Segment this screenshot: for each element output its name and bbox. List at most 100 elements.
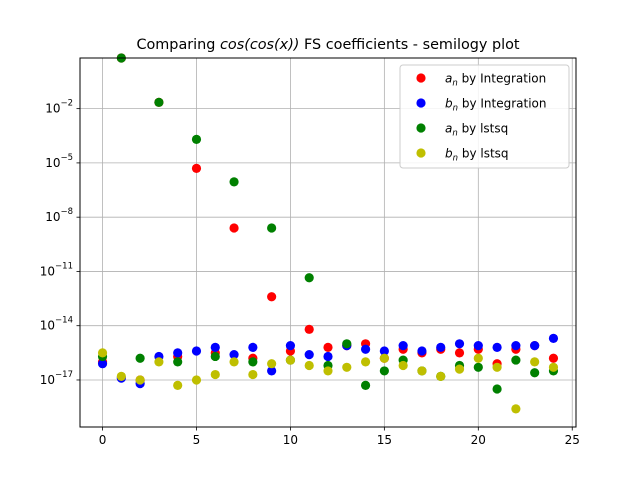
y-tick-label-exponent: −8: [60, 207, 73, 217]
legend-label-text: by Integration: [458, 97, 546, 111]
data-point: [191, 375, 202, 385]
y-tick-label-exponent: −14: [55, 316, 73, 326]
data-point: [135, 375, 145, 385]
data-point: [360, 357, 371, 367]
data-point: [342, 339, 352, 349]
legend-label-text: by lstsq: [458, 147, 509, 161]
data-point: [492, 362, 502, 372]
legend-label-math: a: [445, 72, 452, 86]
data-point: [548, 333, 559, 343]
data-point: [323, 342, 333, 353]
y-tick-label-exponent: −11: [55, 261, 73, 271]
y-tick-label-exponent: −17: [55, 370, 73, 380]
data-point: [191, 134, 202, 144]
data-point: [436, 371, 446, 381]
data-point: [454, 348, 465, 358]
data-point: [173, 348, 183, 358]
y-tick-label: 10−11: [40, 261, 73, 278]
legend-label-text: by Integration: [458, 72, 546, 86]
legend-label: bn by Integration: [445, 97, 547, 114]
data-point: [398, 341, 408, 351]
chart-title: Comparing cos(cos(x)) FS coefficients - …: [136, 37, 519, 53]
data-point: [360, 380, 371, 390]
data-point: [229, 223, 239, 233]
data-point: [511, 355, 521, 365]
data-point: [323, 366, 333, 376]
data-point: [454, 339, 465, 349]
data-points: [97, 53, 559, 414]
data-point: [267, 223, 277, 233]
data-point: [360, 344, 371, 354]
data-point: [511, 341, 521, 351]
data-point: [379, 346, 389, 356]
data-point: [97, 359, 108, 369]
data-point: [135, 353, 145, 363]
data-point: [285, 355, 296, 365]
data-point: [210, 351, 220, 362]
legend-label-subscript: n: [453, 104, 458, 114]
legend-label: bn by lstsq: [445, 147, 509, 164]
y-tick-label-base: 10: [45, 210, 60, 224]
legend-marker: [416, 148, 426, 158]
data-point: [323, 351, 333, 362]
y-tick-label-exponent: −5: [60, 153, 73, 163]
data-point: [417, 366, 427, 376]
data-point: [248, 342, 258, 353]
data-point: [229, 177, 239, 187]
data-point: [285, 341, 296, 351]
data-point: [210, 369, 220, 380]
data-point: [229, 357, 239, 367]
axes-frame: [79, 57, 577, 428]
data-point: [116, 371, 126, 381]
data-point: [267, 359, 277, 369]
legend-entry: bn by Integration: [416, 97, 547, 114]
data-point: [97, 348, 108, 358]
y-tick-label: 10−8: [45, 207, 73, 224]
legend-label: an by Integration: [445, 72, 546, 89]
data-point: [304, 360, 314, 371]
legend-marker: [416, 98, 426, 108]
data-point: [417, 346, 427, 356]
x-tick-label: 25: [565, 433, 580, 447]
legend-entry: bn by lstsq: [416, 147, 509, 164]
y-tick-label: 10−5: [45, 153, 73, 170]
data-point: [511, 404, 521, 414]
legend-label: an by lstsq: [445, 122, 508, 139]
data-point: [173, 380, 183, 390]
x-axis-ticks: 0 5 10 15 20 25: [99, 427, 580, 447]
y-tick-label-base: 10: [40, 319, 55, 333]
data-point: [154, 357, 164, 367]
data-point: [173, 357, 183, 367]
data-point: [492, 384, 502, 394]
data-point: [379, 353, 389, 363]
legend-label-subscript: n: [452, 79, 457, 89]
data-point: [304, 350, 314, 360]
data-point: [304, 324, 314, 334]
data-point: [530, 357, 540, 367]
data-point: [191, 346, 202, 356]
chart-title-prefix: Comparing: [136, 37, 220, 53]
data-point: [210, 342, 220, 353]
data-point: [229, 350, 239, 360]
y-tick-label-base: 10: [40, 264, 55, 278]
data-point: [379, 366, 389, 376]
data-point: [398, 360, 408, 371]
chart-title-math: cos(cos(x)): [220, 37, 299, 53]
x-tick-label: 0: [99, 433, 107, 447]
data-point: [436, 342, 446, 353]
data-point: [248, 369, 258, 380]
legend-marker: [416, 73, 426, 83]
legend-label-subscript: n: [452, 129, 457, 139]
data-point: [342, 362, 352, 372]
x-tick-label: 15: [377, 433, 392, 447]
data-point: [304, 273, 314, 283]
data-point: [454, 364, 465, 374]
data-point: [473, 362, 483, 372]
x-tick-label: 10: [283, 433, 298, 447]
series-points-3: [97, 348, 559, 414]
legend-marker: [416, 123, 426, 133]
legend-label-math: b: [445, 147, 453, 161]
y-tick-label-exponent: −2: [60, 99, 73, 109]
